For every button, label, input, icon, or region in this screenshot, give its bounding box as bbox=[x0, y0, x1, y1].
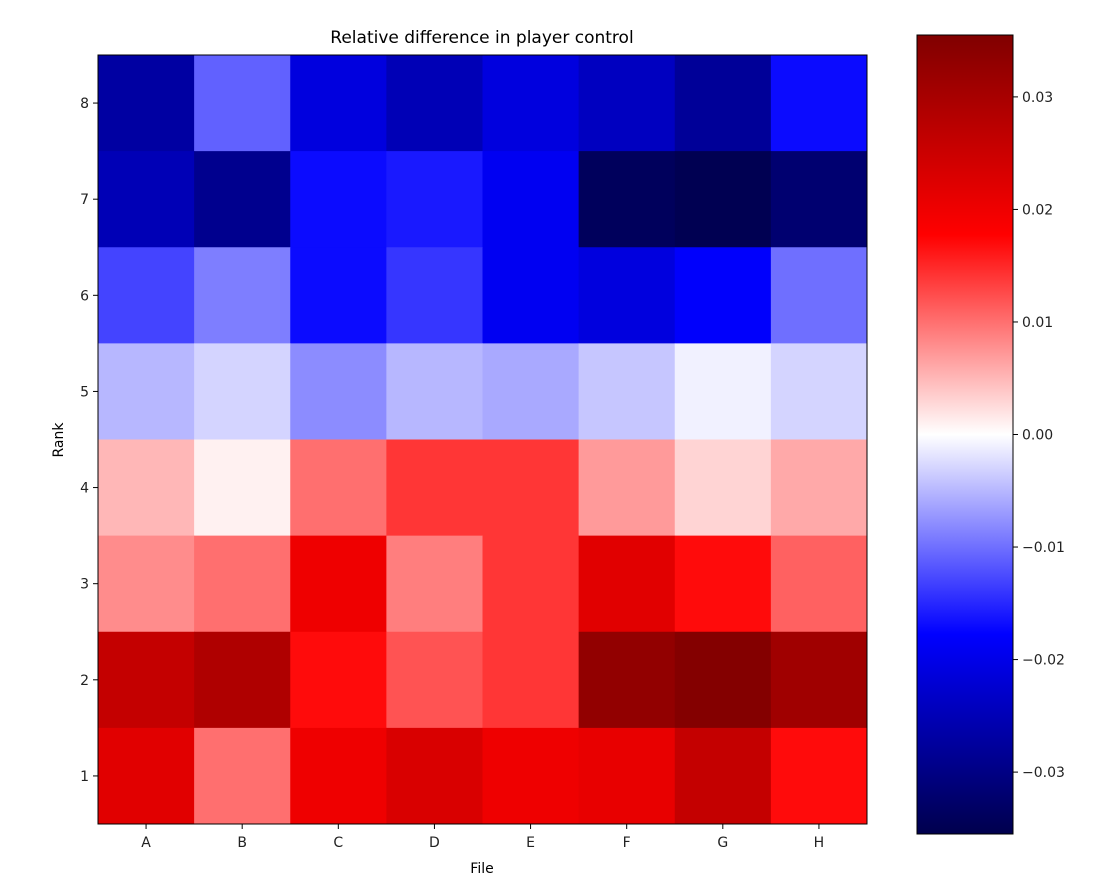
y-axis: 8 7 6 5 4 3 2 1 bbox=[80, 96, 98, 785]
heatmap-cell-H7 bbox=[770, 151, 868, 248]
heatmap-cell-D7 bbox=[386, 151, 483, 248]
heatmap-cell-D8 bbox=[386, 55, 483, 152]
heatmap-cell-E2 bbox=[482, 631, 580, 729]
x-tick-label: H bbox=[814, 835, 825, 851]
heatmap-cell-G5 bbox=[674, 343, 772, 440]
heatmap-cell-C5 bbox=[290, 343, 387, 440]
heatmap-cell-A6 bbox=[98, 247, 195, 344]
heatmap-cell-D5 bbox=[386, 343, 483, 440]
heatmap-cell-D4 bbox=[386, 439, 483, 537]
heatmap-cell-E1 bbox=[482, 727, 580, 825]
heatmap-cell-F1 bbox=[578, 727, 676, 825]
heatmap-cell-A8 bbox=[98, 55, 195, 152]
heatmap-cell-D1 bbox=[386, 727, 483, 825]
x-tick-label: A bbox=[141, 835, 151, 851]
heatmap-cell-E8 bbox=[482, 55, 580, 152]
y-tick-label: 2 bbox=[80, 673, 89, 689]
heatmap-cell-B3 bbox=[194, 535, 291, 633]
heatmap-cell-C2 bbox=[290, 631, 387, 729]
y-tick-label: 8 bbox=[80, 96, 89, 112]
heatmap-cell-G2 bbox=[674, 631, 772, 729]
plot-frame bbox=[97, 54, 868, 825]
heatmap-cell-F8 bbox=[578, 55, 676, 152]
heatmap-cell-B6 bbox=[194, 247, 291, 344]
heatmap-cell-H8 bbox=[770, 55, 868, 152]
y-tick-label: 5 bbox=[80, 384, 89, 400]
heatmap-cell-H6 bbox=[770, 247, 868, 344]
heatmap-cell-A3 bbox=[98, 535, 195, 633]
heatmap-cell-F5 bbox=[578, 343, 676, 440]
heatmap-cell-A5 bbox=[98, 343, 195, 440]
colorbar-tick-label: 0.03 bbox=[1022, 90, 1053, 106]
x-tick-label: D bbox=[429, 835, 440, 851]
heatmap-cell-G6 bbox=[674, 247, 772, 344]
heatmap-cell-G7 bbox=[674, 151, 772, 248]
y-axis-label: Rank bbox=[51, 422, 67, 458]
heatmap-cell-B7 bbox=[194, 151, 291, 248]
heatmap-cell-E5 bbox=[482, 343, 580, 440]
heatmap-cell-F2 bbox=[578, 631, 676, 729]
heatmap-cell-F4 bbox=[578, 439, 676, 537]
x-tick-label: B bbox=[237, 835, 247, 851]
heatmap-cell-B4 bbox=[194, 439, 291, 537]
heatmap-cell-D3 bbox=[386, 535, 483, 633]
heatmap-cell-H5 bbox=[770, 343, 868, 440]
heatmap-cell-F6 bbox=[578, 247, 676, 344]
x-tick-label: F bbox=[623, 835, 631, 851]
heatmap-cell-B5 bbox=[194, 343, 291, 440]
heatmap-cell-C7 bbox=[290, 151, 387, 248]
colorbar-tick-label: 0.01 bbox=[1022, 315, 1053, 331]
colorbar bbox=[916, 34, 1014, 835]
heatmap-cell-H1 bbox=[770, 727, 868, 825]
heatmap-cell-D6 bbox=[386, 247, 483, 344]
y-tick-label: 3 bbox=[80, 577, 89, 593]
heatmap-cell-G4 bbox=[674, 439, 772, 537]
y-tick-label: 6 bbox=[80, 288, 89, 304]
heatmap-cell-D2 bbox=[386, 631, 483, 729]
colorbar-tick-label: −0.02 bbox=[1022, 653, 1065, 669]
heatmap-cell-A4 bbox=[98, 439, 195, 537]
colorbar-tick-label: −0.03 bbox=[1022, 765, 1065, 781]
heatmap-cell-A7 bbox=[98, 151, 195, 248]
heatmap-cell-H4 bbox=[770, 439, 868, 537]
heatmap-cell-C4 bbox=[290, 439, 387, 537]
heatmap-cell-A2 bbox=[98, 631, 195, 729]
heatmap-cell-A1 bbox=[98, 727, 195, 825]
x-axis-label: File bbox=[470, 861, 493, 877]
heatmap-cell-B2 bbox=[194, 631, 291, 729]
heatmap-cell-H2 bbox=[770, 631, 868, 729]
heatmap-cell-B1 bbox=[194, 727, 291, 825]
heatmap-cell-C6 bbox=[290, 247, 387, 344]
heatmap-cell-H3 bbox=[770, 535, 868, 633]
heatmap-cell-G8 bbox=[674, 55, 772, 152]
heatmap-cell-G3 bbox=[674, 535, 772, 633]
x-tick-label: G bbox=[717, 835, 728, 851]
heatmap-cell-C1 bbox=[290, 727, 387, 825]
colorbar-tick-label: −0.01 bbox=[1022, 540, 1065, 556]
colorbar-axis: 0.03 0.02 0.01 0.00 −0.01 −0.02 −0.03 bbox=[1013, 90, 1065, 781]
y-tick-label: 1 bbox=[80, 769, 89, 785]
heatmap-cell-E6 bbox=[482, 247, 580, 344]
x-tick-label: C bbox=[333, 835, 343, 851]
heatmap-cell-F7 bbox=[578, 151, 676, 248]
heatmap-cells bbox=[98, 55, 868, 825]
x-axis: A B C D E F G H bbox=[141, 824, 824, 851]
heatmap-cell-C3 bbox=[290, 535, 387, 633]
heatmap-cell-E7 bbox=[482, 151, 580, 248]
chart-title: Relative difference in player control bbox=[330, 28, 633, 48]
heatmap-cell-C8 bbox=[290, 55, 387, 152]
y-tick-label: 7 bbox=[80, 192, 89, 208]
colorbar-tick-label: 0.02 bbox=[1022, 202, 1053, 218]
y-tick-label: 4 bbox=[80, 481, 89, 497]
heatmap-cell-G1 bbox=[674, 727, 772, 825]
heatmap-cell-E3 bbox=[482, 535, 580, 633]
heatmap-cell-F3 bbox=[578, 535, 676, 633]
x-tick-label: E bbox=[526, 835, 535, 851]
colorbar-tick-label: 0.00 bbox=[1022, 428, 1053, 444]
heatmap-cell-E4 bbox=[482, 439, 580, 537]
heatmap-cell-B8 bbox=[194, 55, 291, 152]
